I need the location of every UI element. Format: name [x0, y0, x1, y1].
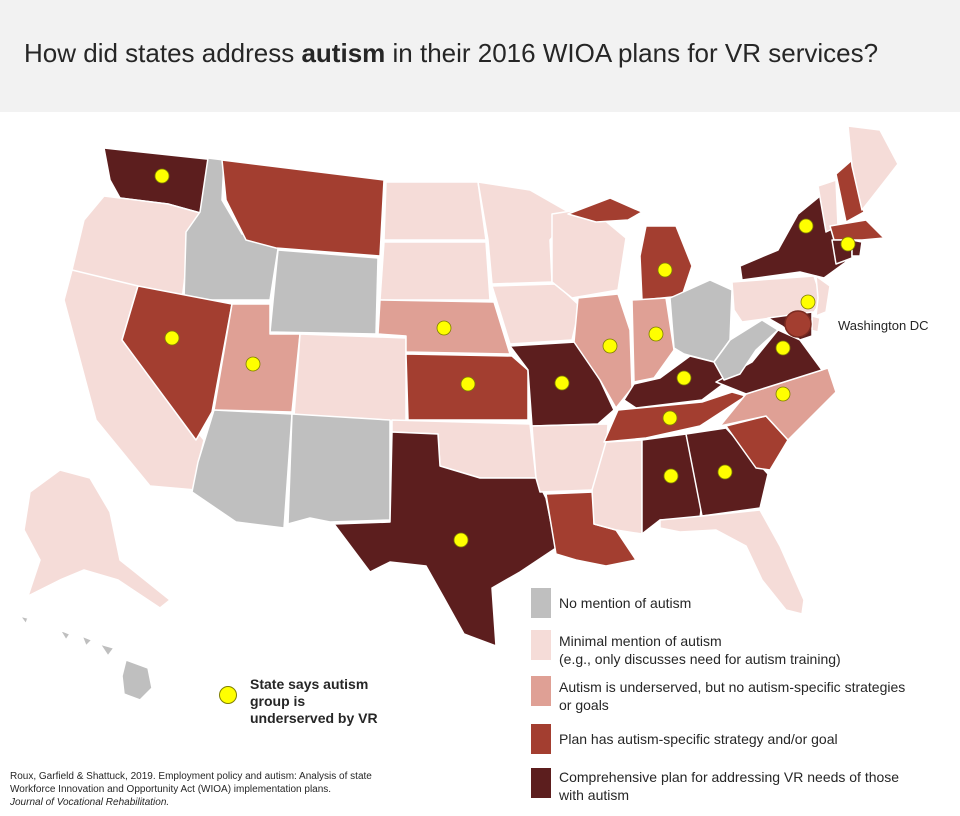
legend-swatch-strategy [531, 724, 551, 754]
legend-label-underserved: Autism is underserved, but no autism-spe… [559, 678, 959, 714]
underserved-dot-in [648, 326, 664, 342]
citation-journal: Journal of Vocational Rehabilitation. [10, 797, 170, 808]
legend-label-text: Comprehensive plan for addressing VR nee… [559, 769, 900, 785]
state-new-hampshire [835, 159, 865, 223]
underserved-dot-ny [798, 218, 814, 234]
state-north-carolina [719, 367, 837, 441]
state-dc [784, 310, 812, 338]
state-arizona [191, 409, 293, 529]
underserved-dot-ne [436, 320, 452, 336]
state-texas [333, 431, 557, 647]
underserved-dot-ky [676, 370, 692, 386]
underserved-dot-al [663, 468, 679, 484]
legend-label-text: Autism is underserved, but no autism-spe… [559, 679, 906, 695]
legend-label-text: No mention of autism [559, 595, 692, 611]
underserved-dot-mi [657, 262, 673, 278]
underserved-dots [154, 168, 856, 548]
state-idaho [183, 157, 281, 301]
legend-sublabel-text: or goals [559, 697, 609, 713]
citation-text: Roux, Garfield & Shattuck, 2019. Employm… [10, 771, 372, 795]
state-maine [847, 125, 899, 211]
underserved-dot-nv [164, 330, 180, 346]
state-new-mexico [287, 413, 391, 525]
underserved-dot-tn [662, 410, 678, 426]
state-wyoming [269, 249, 379, 335]
underserved-dot-mo [554, 375, 570, 391]
legend-sublabel-text: (e.g., only discusses need for autism tr… [559, 651, 841, 667]
title-prefix: How did states address [24, 38, 302, 68]
state-massachusetts [829, 219, 885, 241]
state-hawaii [19, 615, 153, 701]
state-florida [659, 509, 805, 615]
page-title: How did states address autism in their 2… [24, 38, 878, 69]
legend-swatch-none [531, 588, 551, 618]
underserved-dot-ut [245, 356, 261, 372]
legend-label-comprehensive: Comprehensive plan for addressing VR nee… [559, 768, 959, 804]
legend-label-none: No mention of autism [559, 594, 959, 612]
underserved-dot-il [602, 338, 618, 354]
state-nevada [121, 285, 233, 441]
citation: Roux, Garfield & Shattuck, 2019. Employm… [10, 770, 410, 809]
underserved-dot-ri [840, 236, 856, 252]
state-minnesota [477, 181, 573, 285]
state-colorado [293, 333, 407, 423]
state-south-dakota [379, 241, 491, 301]
legend-label-text: Minimal mention of autism [559, 633, 722, 649]
title-emphasis: autism [301, 38, 386, 68]
underserved-dot-ga [717, 464, 733, 480]
legend-sublabel-text: with autism [559, 787, 630, 803]
title-band [0, 0, 960, 112]
underserved-dot-nc [775, 386, 791, 402]
dc-label: Washington DC [838, 318, 929, 333]
legend-swatch-underserved [531, 676, 551, 706]
underserved-dot-va [775, 340, 791, 356]
yellow-dot-icon [219, 686, 237, 704]
state-alaska [23, 469, 171, 609]
state-montana [221, 159, 385, 257]
state-north-dakota [383, 181, 487, 241]
title-suffix: in their 2016 WIOA plans for VR services… [385, 38, 879, 68]
legend-label-strategy: Plan has autism-specific strategy and/or… [559, 730, 959, 748]
state-new-jersey [815, 275, 831, 317]
legend-label-text: Plan has autism-specific strategy and/or… [559, 731, 838, 747]
underserved-dot-md [800, 294, 816, 310]
underserved-dot-wa [154, 168, 170, 184]
legend-label-minimal: Minimal mention of autism (e.g., only dis… [559, 632, 959, 668]
us-map [19, 125, 899, 701]
legend-swatch-minimal [531, 630, 551, 660]
state-west-virginia [713, 319, 779, 381]
underserved-dot-tx [453, 532, 469, 548]
state-illinois [573, 293, 633, 409]
dot-legend-label: State says autism group is underserved b… [250, 676, 378, 726]
legend-swatch-comprehensive [531, 768, 551, 798]
underserved-dot-ks [460, 376, 476, 392]
